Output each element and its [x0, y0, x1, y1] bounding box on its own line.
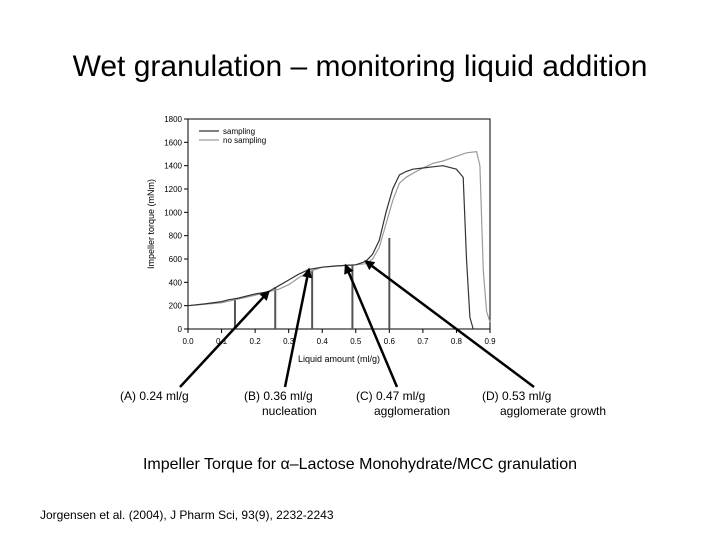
- x-tick-label-6: 0.6: [384, 337, 396, 346]
- axes: 0.00.10.20.30.40.50.60.70.80.90200400600…: [146, 115, 496, 364]
- y-tick-label-7: 1400: [164, 162, 182, 171]
- annotation-b: (B) 0.36 ml/g nucleation: [244, 389, 317, 419]
- y-tick-label-3: 600: [169, 255, 183, 264]
- plot-area: [187, 118, 491, 330]
- x-tick-label-4: 0.4: [317, 337, 329, 346]
- y-tick-label-8: 1600: [164, 138, 182, 147]
- plot-frame: [187, 118, 491, 330]
- chart-caption: Impeller Torque for α–Lactose Monohydrat…: [142, 456, 578, 473]
- annotation-b-label: (B) 0.36 ml/g: [244, 389, 313, 403]
- annotation-arrow-0: [179, 290, 270, 388]
- annotation-arrow-3: [364, 260, 535, 389]
- annotation-d: (D) 0.53 ml/g agglomerate growth: [482, 389, 606, 419]
- annotation-c-label: (C) 0.47 ml/g: [356, 389, 426, 403]
- annotation-d-label: (D) 0.53 ml/g: [482, 389, 552, 403]
- legend-label-1: no sampling: [223, 136, 266, 145]
- x-tick-label-0: 0.0: [182, 337, 194, 346]
- annotation-a: (A) 0.24 ml/g: [120, 389, 189, 404]
- x-tick-label-9: 0.9: [484, 337, 496, 346]
- y-tick-label-2: 400: [169, 278, 183, 287]
- annotation-c-sub: agglomeration: [374, 404, 451, 418]
- x-tick-label-8: 0.8: [451, 337, 463, 346]
- y-tick-label-1: 200: [169, 302, 183, 311]
- annotation-d-sub: agglomerate growth: [500, 404, 607, 418]
- citation: Jorgensen et al. (2004), J Pharm Sci, 93…: [40, 508, 334, 522]
- x-tick-label-7: 0.7: [417, 337, 429, 346]
- annotation-b-sub: nucleation: [262, 404, 317, 418]
- x-tick-label-3: 0.3: [283, 337, 295, 346]
- x-tick-label-2: 0.2: [250, 337, 262, 346]
- annotation-arrow-1: [283, 267, 313, 388]
- y-tick-label-0: 0: [178, 325, 183, 334]
- y-tick-label-4: 800: [169, 232, 183, 241]
- y-axis-label: Impeller torque (mNm): [146, 179, 156, 269]
- annotation-arrow-2: [344, 263, 399, 388]
- y-tick-label-5: 1000: [164, 208, 182, 217]
- x-axis-label: Liquid amount (ml/g): [298, 354, 380, 364]
- annotation-c: (C) 0.47 ml/g agglomeration: [356, 389, 450, 419]
- slide-title: Wet granulation – monitoring liquid addi…: [72, 50, 648, 83]
- x-tick-label-5: 0.5: [350, 337, 362, 346]
- legend-label-0: sampling: [223, 127, 255, 136]
- annotation-a-label: (A) 0.24 ml/g: [120, 389, 189, 403]
- y-tick-label-6: 1200: [164, 185, 182, 194]
- series-line-no-sampling: [187, 151, 491, 323]
- annotation-arrows: [179, 260, 535, 389]
- y-tick-label-9: 1800: [164, 115, 182, 124]
